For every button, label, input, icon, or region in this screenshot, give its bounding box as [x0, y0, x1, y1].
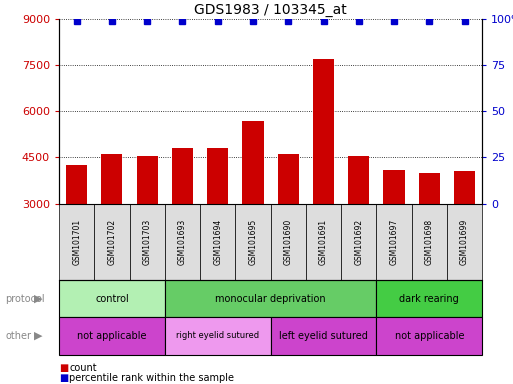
- Text: GSM101697: GSM101697: [389, 219, 399, 265]
- Text: GSM101692: GSM101692: [354, 219, 363, 265]
- Text: GSM101695: GSM101695: [248, 219, 258, 265]
- Text: left eyelid sutured: left eyelid sutured: [279, 331, 368, 341]
- Bar: [101, 154, 123, 204]
- Bar: [383, 170, 405, 204]
- Title: GDS1983 / 103345_at: GDS1983 / 103345_at: [194, 3, 347, 17]
- Bar: [172, 148, 193, 204]
- Text: dark rearing: dark rearing: [400, 293, 459, 304]
- Text: other: other: [5, 331, 31, 341]
- Bar: [242, 121, 264, 204]
- Bar: [136, 156, 157, 204]
- Text: GSM101694: GSM101694: [213, 219, 222, 265]
- Text: GSM101693: GSM101693: [178, 219, 187, 265]
- Text: ▶: ▶: [34, 293, 43, 304]
- Text: GSM101701: GSM101701: [72, 219, 81, 265]
- Text: not applicable: not applicable: [394, 331, 464, 341]
- Text: protocol: protocol: [5, 293, 45, 304]
- Bar: [348, 156, 369, 204]
- Bar: [278, 154, 299, 204]
- Text: control: control: [95, 293, 129, 304]
- Text: monocular deprivation: monocular deprivation: [215, 293, 326, 304]
- Text: count: count: [69, 363, 97, 373]
- Text: GSM101698: GSM101698: [425, 219, 434, 265]
- Text: GSM101699: GSM101699: [460, 219, 469, 265]
- Text: ■: ■: [59, 363, 68, 373]
- Text: ■: ■: [59, 373, 68, 383]
- Text: GSM101703: GSM101703: [143, 219, 152, 265]
- Bar: [419, 173, 440, 204]
- Text: ▶: ▶: [34, 331, 43, 341]
- Text: GSM101691: GSM101691: [319, 219, 328, 265]
- Text: GSM101702: GSM101702: [107, 219, 116, 265]
- Text: not applicable: not applicable: [77, 331, 147, 341]
- Bar: [207, 148, 228, 204]
- Text: right eyelid sutured: right eyelid sutured: [176, 331, 259, 341]
- Bar: [66, 165, 87, 204]
- Bar: [313, 59, 334, 204]
- Text: GSM101690: GSM101690: [284, 219, 293, 265]
- Text: percentile rank within the sample: percentile rank within the sample: [69, 373, 234, 383]
- Bar: [454, 171, 475, 204]
